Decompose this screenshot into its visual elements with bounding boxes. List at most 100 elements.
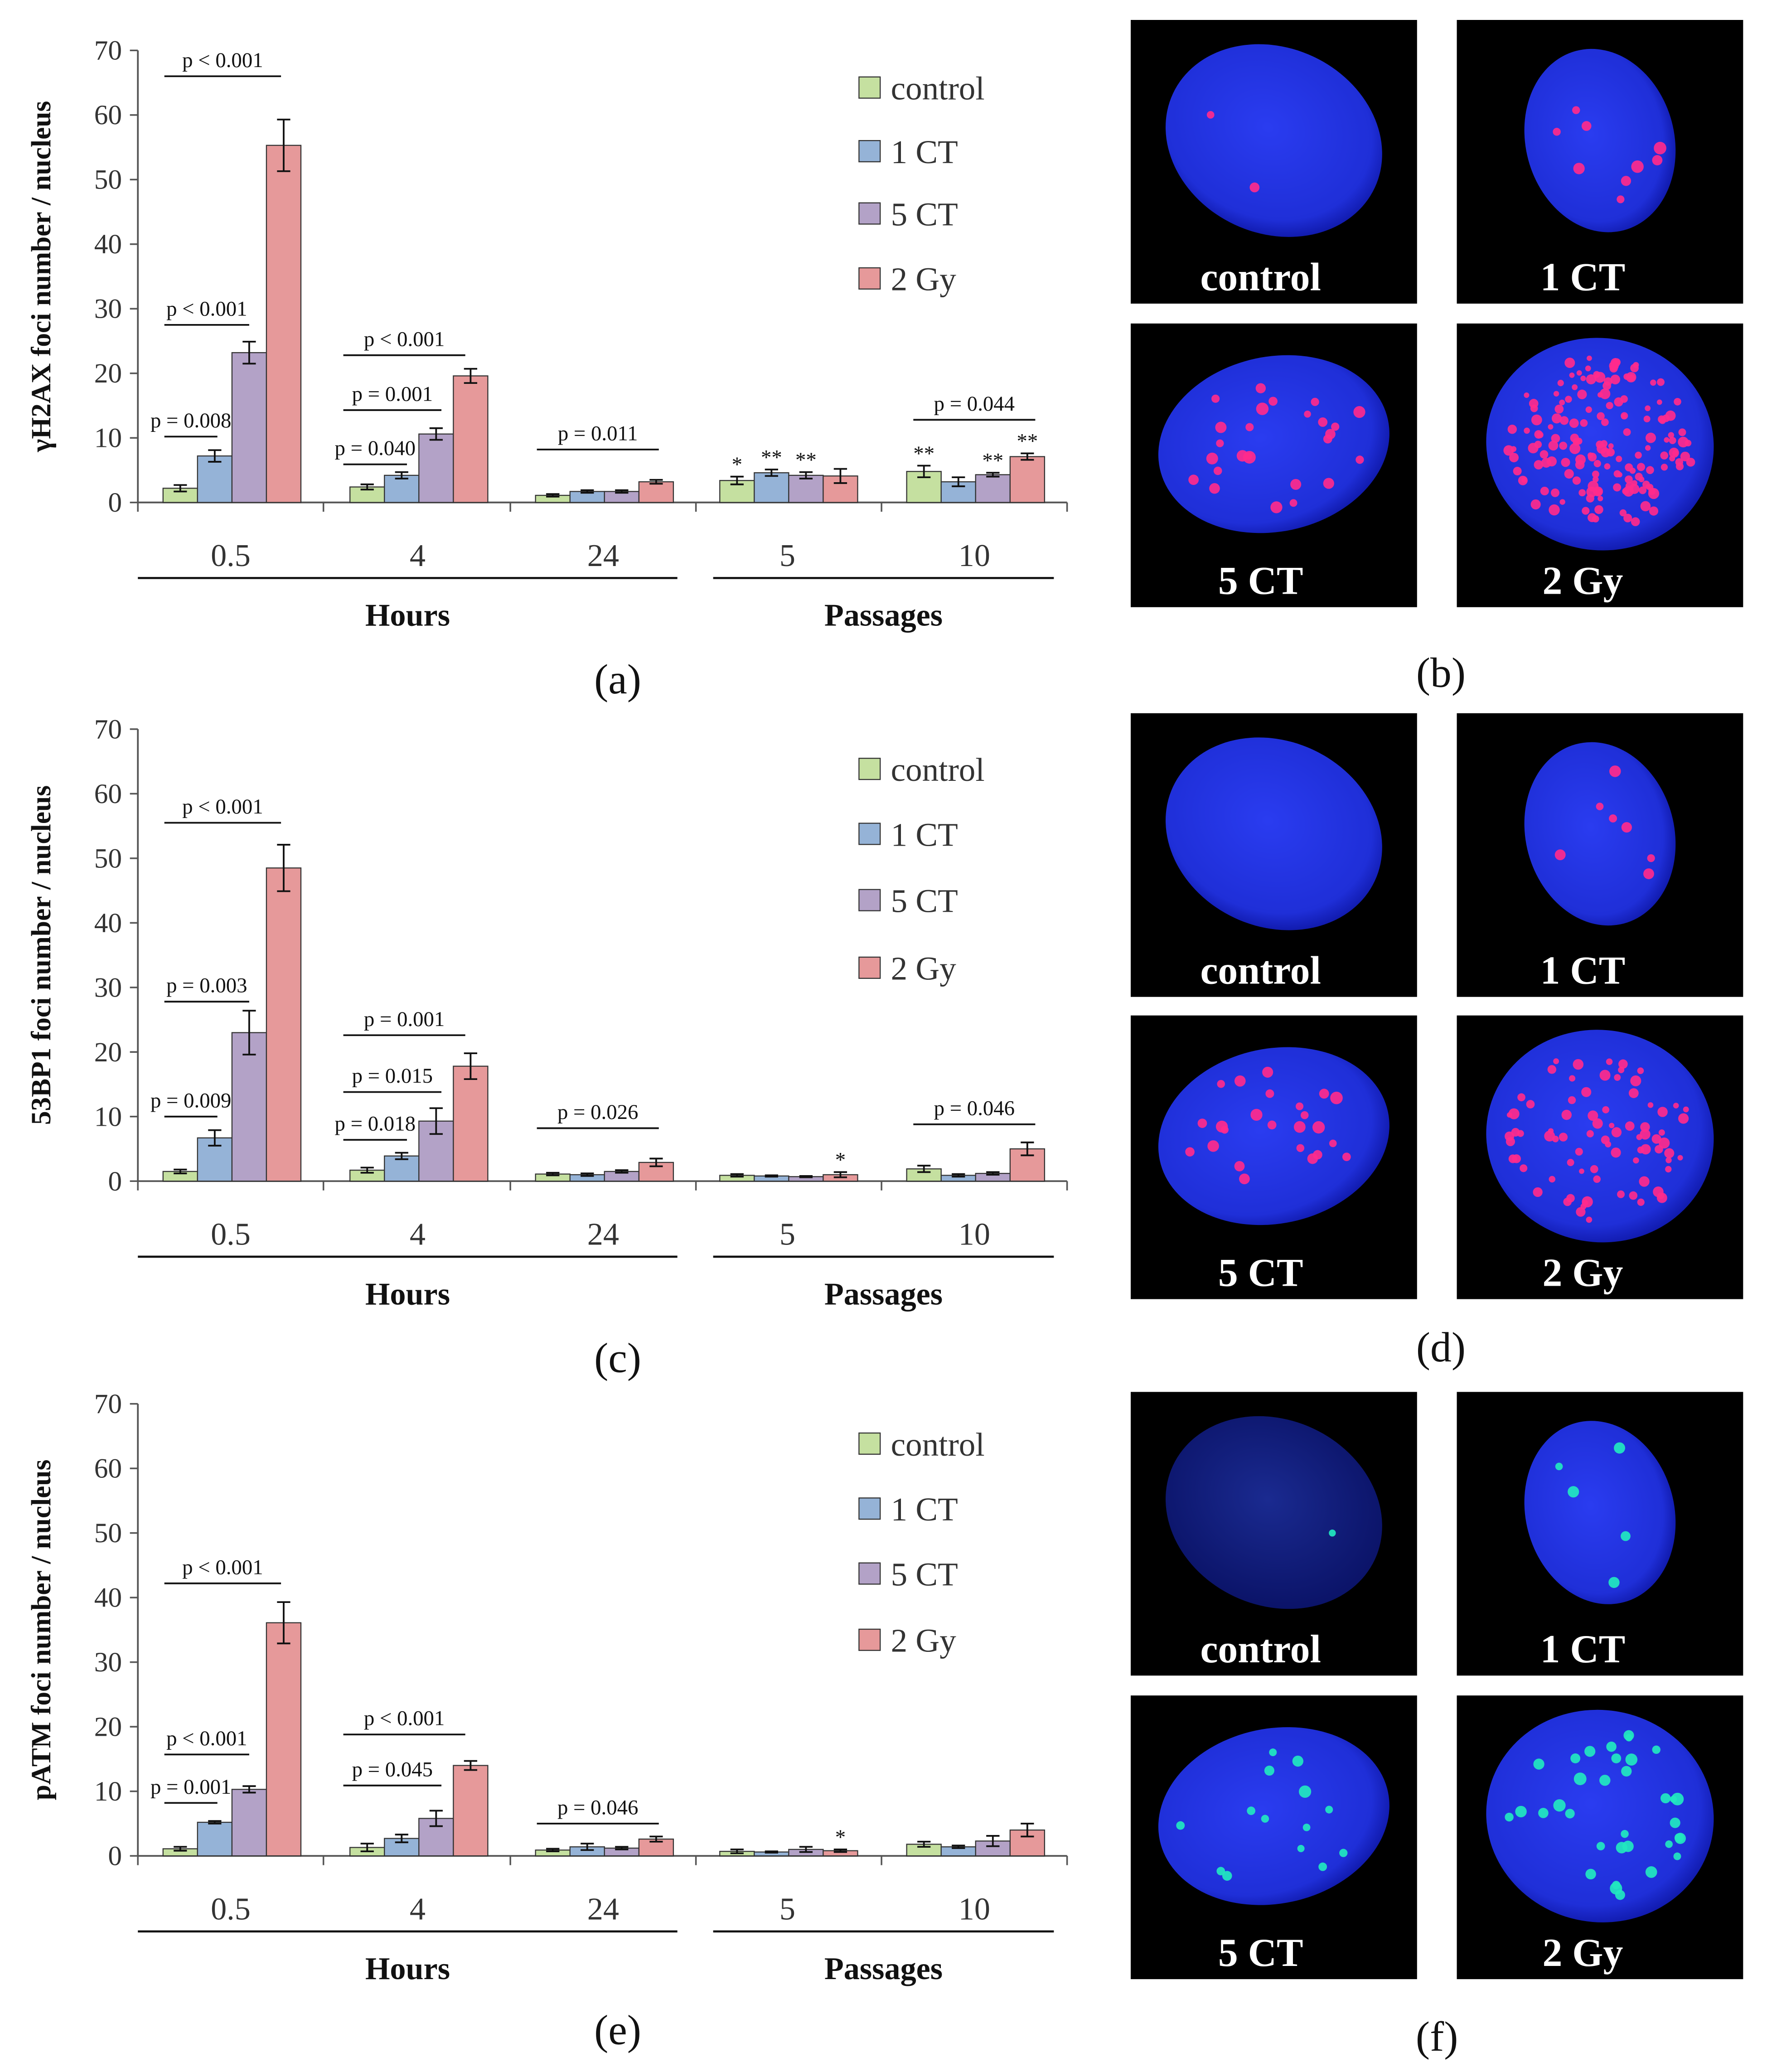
p-value-label: p = 0.018	[335, 1112, 416, 1136]
bar-2-gy	[266, 145, 302, 503]
category-label: 24	[587, 1217, 619, 1252]
legend-swatch	[858, 1497, 881, 1520]
category-label: 4	[410, 538, 426, 573]
focus-dot	[1549, 1176, 1556, 1183]
p-value-label: p < 0.001	[364, 327, 445, 351]
focus-dot	[1565, 396, 1572, 403]
focus-dot	[1575, 460, 1585, 470]
bar-1-ct	[384, 1155, 420, 1182]
focus-dot	[1618, 1059, 1628, 1069]
focus-dot	[1265, 1089, 1274, 1098]
focus-dot	[1614, 1074, 1621, 1081]
focus-dot	[1652, 1745, 1660, 1754]
focus-dot	[1255, 383, 1266, 393]
y-tick-label: 20	[94, 1712, 122, 1743]
focus-dot	[1520, 1164, 1528, 1172]
micrograph-label: 5 CT	[1218, 1250, 1303, 1294]
bar-2-gy	[638, 481, 674, 503]
focus-dot	[1598, 496, 1603, 502]
focus-dot	[1678, 428, 1686, 436]
y-axis-label: γH2AX foci number / nucleus	[26, 101, 57, 453]
focus-dot	[1602, 1106, 1610, 1113]
focus-dot	[1584, 1746, 1596, 1757]
nucleus	[1158, 1047, 1389, 1225]
focus-dot	[1289, 499, 1297, 507]
focus-dot	[1217, 1080, 1225, 1088]
focus-dot	[1564, 358, 1575, 368]
focus-dot	[1638, 476, 1645, 483]
focus-dot	[1587, 355, 1592, 361]
focus-dot	[1511, 1128, 1520, 1137]
focus-dot	[1585, 365, 1591, 372]
category-label: 10	[959, 1217, 990, 1252]
y-tick-label: 40	[94, 908, 122, 939]
focus-dot	[1534, 441, 1542, 449]
bar-1-ct	[197, 455, 233, 503]
focus-dot	[1594, 372, 1606, 383]
focus-dot	[1625, 1753, 1638, 1766]
focus-dot	[1247, 1806, 1255, 1815]
y-tick-label: 60	[94, 100, 122, 131]
p-value-label: p = 0.045	[352, 1757, 433, 1781]
focus-dot	[1668, 432, 1675, 438]
focus-dot	[1569, 443, 1581, 454]
focus-dot	[1637, 1198, 1645, 1206]
focus-dot	[1580, 375, 1586, 382]
legend-label: 2 Gy	[891, 1622, 957, 1659]
focus-dot	[1554, 849, 1566, 861]
y-tick-label: 30	[94, 972, 122, 1003]
bar-2-gy	[453, 1065, 489, 1182]
panel-label: (a)	[594, 656, 641, 703]
focus-dot	[1559, 441, 1568, 450]
legend-swatch	[858, 823, 881, 845]
focus-dot	[1650, 379, 1656, 386]
category-label: 5	[779, 538, 795, 573]
focus-dot	[1582, 507, 1590, 515]
group-label: Passages	[824, 1951, 943, 1986]
y-tick-label: 40	[94, 1583, 122, 1613]
nucleus	[1524, 742, 1676, 926]
focus-dot	[1569, 372, 1575, 378]
micrograph-tile: control	[1131, 713, 1417, 997]
significance-star: *	[835, 1825, 846, 1849]
focus-dot	[1267, 1120, 1277, 1130]
micrograph-tile: 5 CT	[1131, 1015, 1417, 1299]
legend-label: 2 Gy	[891, 261, 957, 298]
focus-dot	[1654, 141, 1666, 155]
focus-dot	[1609, 1123, 1615, 1128]
focus-dot	[1593, 460, 1601, 468]
legend-swatch	[858, 889, 881, 911]
legend-label: control	[891, 751, 985, 788]
focus-dot	[1325, 1806, 1333, 1814]
micrograph-tile: 1 CT	[1457, 1392, 1743, 1676]
focus-dot	[1629, 1191, 1638, 1200]
bar-2-gy	[266, 1622, 302, 1857]
focus-dot	[1656, 399, 1662, 405]
focus-dot	[1551, 434, 1560, 443]
bar-2-gy	[453, 375, 489, 503]
focus-dot	[1547, 1065, 1557, 1074]
focus-dot	[1575, 1147, 1583, 1156]
focus-dot	[1206, 452, 1218, 465]
y-tick-label: 50	[94, 165, 122, 195]
category-label: 5	[779, 1892, 795, 1927]
focus-dot	[1592, 1118, 1603, 1129]
y-tick-label: 50	[94, 1518, 122, 1549]
micrograph-tile: control	[1131, 20, 1417, 304]
focus-dot	[1553, 1058, 1559, 1065]
focus-dot	[1176, 1821, 1185, 1830]
focus-dot	[1625, 482, 1634, 490]
micrograph-label: control	[1200, 948, 1321, 992]
focus-dot	[1599, 1070, 1611, 1081]
significance-star: *	[732, 453, 742, 476]
panel-label: (e)	[594, 2007, 641, 2053]
focus-dot	[1216, 439, 1224, 447]
focus-dot	[1665, 410, 1676, 421]
focus-dot	[1609, 814, 1617, 823]
significance-star: **	[1017, 430, 1038, 453]
focus-dot	[1209, 483, 1220, 494]
category-label: 10	[959, 1892, 990, 1927]
focus-dot	[1600, 440, 1608, 447]
focus-dot	[1621, 1830, 1629, 1838]
category-label: 4	[410, 1217, 426, 1252]
